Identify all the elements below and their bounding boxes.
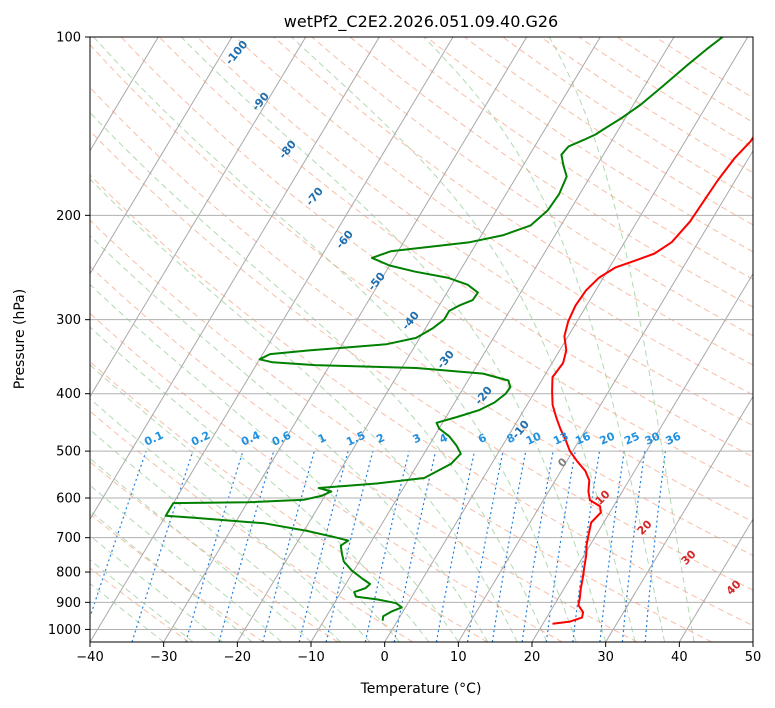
y-tick-label: 900 (56, 596, 81, 611)
x-tick-label: 20 (524, 650, 541, 665)
x-tick-label: −30 (150, 650, 177, 665)
moist-adiabat-22 (90, 111, 548, 642)
moist-adiabats (90, 37, 695, 642)
x-tick-label: 10 (450, 650, 467, 665)
isotherm--40 (90, 37, 454, 642)
dry-adiabat-40 (90, 219, 712, 642)
x-tick-label: −40 (76, 650, 103, 665)
mixing-ratio-lines (90, 450, 666, 642)
moist-adiabat-34 (291, 37, 636, 642)
mixing-ratio-label: 16 (573, 429, 593, 447)
isobars (90, 37, 753, 630)
mixing-ratio-line-13 (521, 450, 554, 642)
isotherm--20 (236, 37, 601, 642)
isotherm--50 (90, 37, 380, 521)
plot-frame (89, 36, 754, 643)
mixing-ratio-line-16 (545, 451, 576, 642)
x-tick-label: 40 (671, 650, 688, 665)
mixing-ratio-line-0.4 (185, 450, 244, 642)
isotherm--10 (310, 37, 675, 642)
y-tick-label: 200 (56, 209, 81, 224)
isotherm-40 (678, 518, 753, 642)
mixing-ratio-line-30 (621, 451, 646, 642)
y-tick-label: 800 (56, 566, 81, 581)
mixing-ratio-line-8 (466, 450, 504, 642)
dry-adiabat-30 (90, 265, 638, 642)
temperature-profile-line (551, 135, 753, 625)
moist-adiabat-6 (90, 326, 430, 642)
moist-adiabat-18 (90, 178, 518, 642)
mixing-ratio-line-25 (599, 451, 625, 642)
isotherm--70 (90, 37, 233, 275)
mixing-ratio-line-0.2 (131, 450, 194, 642)
moist-adiabat-38 (423, 37, 666, 642)
mixing-ratio-label: 13 (551, 430, 570, 448)
x-axis-label: Temperature (°C) (360, 681, 482, 697)
skewed-isotherms (90, 37, 753, 642)
mixing-ratio-line-10 (491, 450, 527, 642)
moist-adiabat--6 (90, 428, 341, 642)
dry-adiabat-90 (120, 37, 753, 490)
plot-area: -100-90-80-70-60-50-40-30-20-100.1 0.2 0.4… (90, 37, 753, 642)
isotherm-10 (457, 149, 753, 642)
isotherm--80 (90, 37, 159, 152)
moist-adiabat-10 (90, 283, 459, 642)
x-tick-label: −10 (297, 650, 324, 665)
mixing-ratio-line-0.1 (90, 450, 147, 620)
y-tick-label: 300 (56, 313, 81, 328)
y-tick-label: 400 (56, 387, 81, 402)
isotherm--30 (163, 37, 528, 642)
mixing-ratio-label: 30 (643, 429, 663, 447)
moist-adiabat--14 (90, 484, 282, 642)
dry-adiabats (90, 37, 753, 642)
y-axis-ticks: 1000 900 800 700 600 500 400 300 200 100 (48, 31, 90, 638)
dry-adiabat-50 (90, 174, 753, 627)
dry-adiabat-150 (349, 37, 753, 308)
x-tick-label: −20 (224, 650, 251, 665)
mixing-ratio-line-36 (644, 451, 666, 642)
isotherm--60 (90, 37, 307, 398)
dewpoint-profile-line (164, 37, 724, 621)
y-axis-label: Pressure (hPa) (12, 289, 28, 389)
mixing-ratio-label: 10 (524, 429, 544, 447)
moist-adiabat--2 (90, 398, 371, 642)
mixing-ratio-line-20 (572, 451, 601, 642)
moist-adiabat-42 (548, 37, 695, 642)
moist-adiabat-30 (180, 37, 607, 642)
isotherm-0 (384, 37, 749, 642)
mixing-ratio-label: 36 (664, 429, 684, 447)
dry-adiabat-120 (235, 37, 753, 396)
dry-adiabat-140 (311, 37, 753, 337)
dry-adiabat-70 (90, 86, 753, 557)
dry-adiabat-110 (197, 37, 753, 427)
isotherm-20 (531, 272, 753, 642)
moist-adiabat-14 (90, 234, 489, 642)
x-tick-label: 50 (745, 650, 762, 665)
dry-adiabat-80 (90, 44, 753, 523)
mixing-ratio-label: 20 (598, 429, 618, 447)
mixing-ratio-line-0.6 (218, 450, 275, 642)
y-tick-label: 100 (56, 31, 81, 46)
sounding-profiles (164, 37, 753, 625)
y-tick-label: 1000 (48, 623, 81, 638)
dry-adiabat-100 (158, 37, 753, 458)
x-axis-ticks: −40 −30 −20 −10 0 10 20 30 40 50 (76, 642, 761, 665)
isotherm-30 (605, 395, 753, 642)
y-tick-label: 700 (56, 531, 81, 546)
dry-adiabat-10 (90, 360, 488, 642)
y-tick-label: 500 (56, 445, 81, 460)
dry-adiabat--20 (90, 513, 264, 642)
dry-adiabat-0 (90, 410, 414, 642)
chart-title: wetPf2_C2E2.2026.051.09.40.G26 (284, 12, 558, 32)
dry-adiabat-130 (273, 37, 753, 366)
x-tick-label: 0 (381, 650, 389, 665)
dry-adiabat-60 (90, 130, 753, 591)
y-tick-label: 600 (56, 492, 81, 507)
x-tick-label: 30 (597, 650, 614, 665)
mixing-ratio-label: 25 (622, 430, 641, 448)
moist-adiabat-26 (93, 37, 577, 642)
